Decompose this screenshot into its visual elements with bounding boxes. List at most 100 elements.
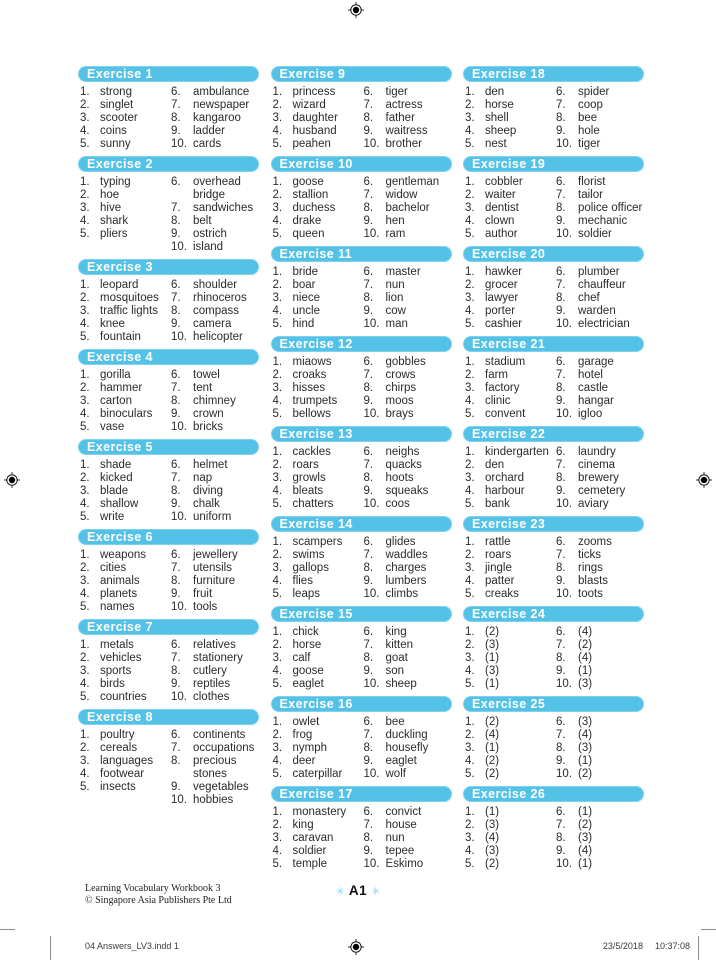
answer-text: strong: [100, 86, 132, 98]
answer-item: 3. duchess: [273, 202, 364, 215]
answer-number: 8.: [363, 202, 374, 214]
answer-item: 2. king: [273, 819, 364, 832]
answer-number: 4.: [272, 485, 283, 497]
answer-number: 4.: [272, 665, 283, 677]
answer-item: 4. coins: [80, 125, 171, 138]
answer-number: 9.: [171, 408, 181, 420]
answer-item: 7. nun: [364, 279, 452, 292]
answer-text: diving: [193, 485, 224, 497]
answer-item: 9. mechanic: [556, 215, 644, 228]
answer-number: 7.: [171, 562, 181, 574]
answer-list: 1. goose 2. stallion 3. duchess 4. drake 5. queen…: [271, 172, 452, 241]
answer-text: clinic: [485, 395, 511, 407]
answer-item: 6. (3): [556, 716, 644, 729]
answer-number: 8.: [171, 305, 181, 317]
answer-text: chatters: [292, 498, 334, 510]
answer-list: 1. shade 2. kicked 3. blade 4. shallow 5. write 6.…: [78, 455, 259, 524]
answer-number: 9.: [171, 678, 181, 690]
answer-number: 4.: [272, 305, 283, 317]
answer-number: 4.: [272, 755, 283, 767]
answer-item: 8. brewery: [556, 472, 644, 485]
answer-number: 9.: [556, 575, 566, 587]
exercise-header: Exercise 12: [270, 336, 452, 352]
answer-text: planets: [100, 588, 138, 600]
exercise-header: Exercise 13: [270, 426, 452, 442]
answer-text: furniture: [193, 575, 236, 587]
answer-text: jewellery: [193, 549, 238, 561]
answer-number: 8.: [556, 112, 566, 124]
answer-list: 1. stadium 2. farm 3. factory 4. clinic 5. conven…: [463, 352, 644, 421]
answer-text: chef: [578, 292, 600, 304]
page-number: A1: [348, 883, 368, 898]
answer-item: 4. knee: [80, 318, 171, 331]
answer-sublist-right: 6. glides 7. waddles 8. charges 9. lumbers 10. cl…: [364, 536, 452, 601]
answer-item: 8. hoots: [364, 472, 452, 485]
answer-item: 4. harbour: [465, 485, 556, 498]
exercise-block: Exercise 7 1. metals 2. vehicles 3. sports 4. bi…: [78, 619, 259, 704]
answer-item: 5. (2): [465, 858, 556, 871]
answer-number: 5.: [80, 691, 90, 703]
answer-text: sports: [100, 665, 132, 677]
answer-item: 4. binoculars: [80, 408, 171, 421]
answer-number: 8.: [556, 292, 566, 304]
answer-item: 6. florist: [556, 176, 644, 189]
answer-text: shell: [485, 112, 509, 124]
answer-number: 2.: [272, 369, 283, 381]
answer-text: (2): [578, 819, 593, 831]
exercise-header: Exercise 15: [270, 606, 452, 622]
answer-number: 8.: [363, 292, 374, 304]
answer-number: 6.: [363, 806, 374, 818]
exercise-block: Exercise 3 1. leopard 2. mosquitoes 3. traffic…: [78, 259, 259, 344]
answer-sublist-left: 1. scampers 2. swims 3. gallops 4. flies 5. leaps: [273, 536, 364, 601]
answer-text: hive: [100, 202, 122, 214]
answer-text: birds: [100, 678, 125, 690]
exercise-block: Exercise 6 1. weapons 2. cities 3. animals 4. pl…: [78, 529, 259, 614]
answer-number: 3.: [80, 305, 90, 317]
answer-text: (2): [578, 768, 593, 780]
answer-item: 3. orchard: [465, 472, 556, 485]
answer-item: 4. drake: [273, 215, 364, 228]
answer-number: 7.: [556, 189, 566, 201]
exercise-block: Exercise 15 1. chick 2. horse 3. calf 4. goose 5.…: [270, 606, 452, 691]
answer-text: laundry: [578, 446, 616, 458]
answer-item: 3. nymph: [273, 742, 364, 755]
answer-number: 3.: [272, 292, 283, 304]
answer-number: 6.: [171, 459, 181, 471]
answer-list: 1. hawker 2. grocer 3. lawyer 4. porter 5. cashie…: [463, 262, 644, 331]
answer-item: 1. shade: [80, 459, 171, 472]
answer-text: names: [100, 601, 135, 613]
answer-text: reptiles: [193, 678, 231, 690]
answer-item: 2. hammer: [80, 382, 171, 395]
answer-number: 6.: [363, 536, 374, 548]
answer-item: 7. (2): [556, 819, 644, 832]
answer-number: 8.: [556, 562, 566, 574]
answer-item: 5. author: [465, 228, 556, 241]
answer-number: 5.: [465, 228, 475, 240]
answer-sublist-right: 6. shoulder 7. rhinoceros 8. compass 9. camera 1…: [171, 279, 259, 344]
exercise-header: Exercise 26: [463, 786, 644, 802]
answer-number: 6.: [556, 626, 566, 638]
answer-text: glides: [385, 536, 416, 548]
answer-text: creaks: [485, 588, 519, 600]
answer-item: 2. frog: [273, 729, 364, 742]
exercise-block: Exercise 17 1. monastery 2. king 3. caravan 4. s…: [270, 786, 452, 871]
crop-mark: [0, 929, 15, 930]
answer-text: (1): [485, 652, 500, 664]
answer-item: 8. charges: [364, 562, 452, 575]
answer-sublist-right: 6. laundry 7. cinema 8. brewery 9. cemetery 10. a…: [556, 446, 644, 511]
asterisk-icon: ✳: [371, 886, 381, 898]
answer-number: 7.: [363, 369, 374, 381]
answer-item: 4. soldier: [273, 845, 364, 858]
answer-item: 10. aviary: [556, 498, 644, 511]
answer-item: 3. lawyer: [465, 292, 556, 305]
answer-number: 6.: [556, 446, 566, 458]
answer-item: 6. zooms: [556, 536, 644, 549]
answer-text: metals: [100, 639, 134, 651]
answer-text: shallow: [100, 498, 139, 510]
answer-number: 5.: [80, 228, 90, 240]
answer-item: 3. scooter: [80, 112, 171, 125]
answer-number: 9.: [556, 305, 566, 317]
exercise-block: Exercise 4 1. gorilla 2. hammer 3. carton 4. bin…: [78, 349, 259, 434]
answer-text: plumber: [578, 266, 620, 278]
answer-number: 10.: [171, 794, 187, 806]
